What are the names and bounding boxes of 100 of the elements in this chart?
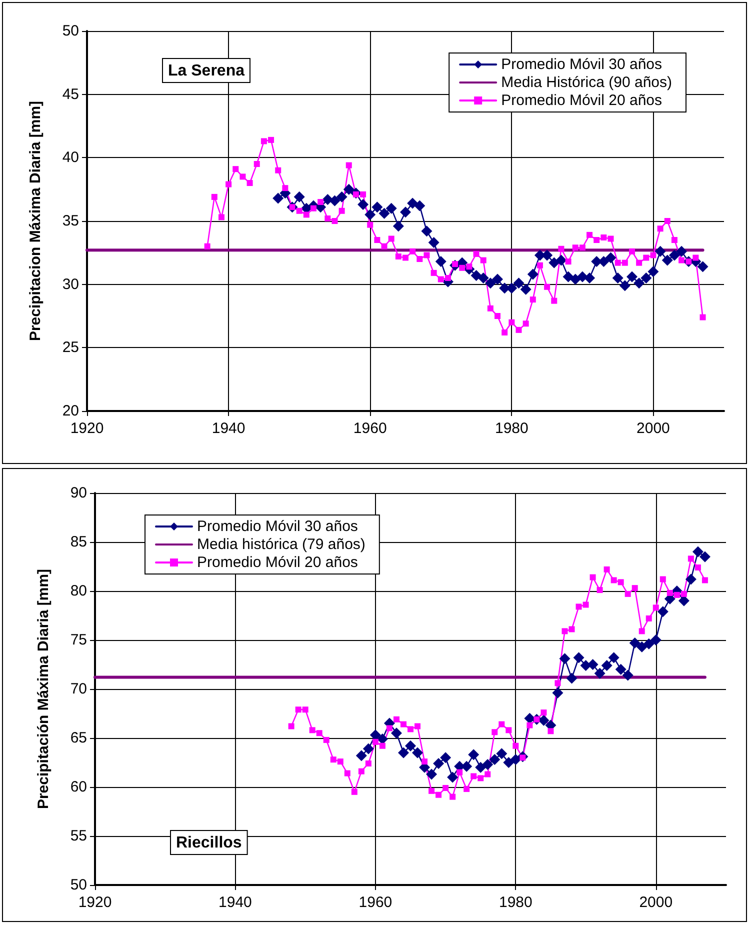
point — [638, 628, 645, 634]
point — [412, 747, 424, 758]
point — [510, 754, 522, 766]
point — [450, 794, 456, 800]
point — [428, 788, 435, 794]
y-tick-label: 50 — [62, 22, 79, 40]
point — [489, 754, 500, 766]
point — [426, 768, 438, 780]
point — [484, 771, 491, 778]
point — [694, 564, 701, 570]
point — [422, 758, 428, 765]
point — [587, 659, 598, 670]
point — [323, 736, 330, 743]
x-tick-label: 2000 — [636, 420, 670, 437]
point — [295, 706, 302, 713]
legend-label: Promedio Móvil 20 años — [197, 554, 358, 571]
point — [475, 762, 486, 773]
point — [576, 604, 582, 610]
point — [468, 749, 480, 760]
point — [666, 590, 673, 596]
point — [685, 574, 696, 585]
x-tick-label: 1920 — [78, 894, 112, 911]
point — [618, 579, 624, 586]
x-tick-label: 1920 — [70, 420, 104, 437]
point — [414, 723, 421, 730]
point — [337, 758, 344, 765]
legend-label: Promedio Móvil 30 años — [197, 518, 358, 535]
y-tick-label: 55 — [70, 828, 87, 844]
point — [390, 728, 402, 739]
point — [309, 727, 316, 734]
x-tick-label: 1960 — [353, 420, 387, 437]
legend-label: Promedio Móvil 20 años — [501, 92, 662, 109]
point — [559, 653, 570, 664]
point — [405, 740, 416, 752]
y-tick-label: 85 — [70, 534, 87, 550]
point — [503, 757, 514, 768]
annotation: Riecillos — [176, 834, 242, 852]
point — [573, 652, 584, 664]
point — [464, 786, 470, 792]
point — [358, 768, 364, 774]
x-tick-label: 1980 — [498, 894, 532, 911]
y-axis-title: Precipitación Máxima Diaria [mm] — [35, 568, 52, 810]
point — [356, 750, 367, 762]
point — [386, 725, 392, 732]
point — [436, 792, 442, 798]
x-tick-label: 1940 — [212, 420, 246, 437]
point — [692, 546, 704, 558]
y-tick-label: 60 — [70, 778, 87, 796]
point — [615, 664, 626, 675]
x-tick-label: 1960 — [358, 894, 392, 911]
point — [624, 590, 631, 597]
point — [365, 760, 372, 766]
point — [498, 721, 505, 728]
point — [506, 727, 512, 734]
x-tick-label: 1940 — [218, 894, 252, 911]
x-tick-label: 2000 — [639, 894, 673, 911]
point — [442, 784, 449, 791]
point — [554, 680, 561, 686]
y-axis-title: Precipitacion Máxima Diaria [mm] — [27, 100, 44, 342]
point — [526, 722, 533, 728]
legend-label: Media histórica (79 años) — [197, 536, 366, 553]
point — [330, 756, 336, 763]
point — [540, 710, 547, 716]
point — [660, 576, 666, 582]
point — [643, 638, 654, 650]
point — [674, 592, 680, 598]
point — [478, 775, 484, 782]
point — [622, 670, 634, 681]
point — [316, 730, 322, 736]
point — [582, 602, 589, 608]
y-tick-label: 80 — [70, 582, 87, 600]
y-tick-label: 65 — [70, 730, 87, 746]
point — [601, 660, 612, 671]
point — [652, 604, 659, 611]
legend-label: Promedio Móvil 30 años — [501, 56, 662, 73]
y-tick-label: 25 — [62, 339, 79, 356]
point — [632, 585, 638, 592]
point — [688, 556, 694, 562]
y-tick-label: 45 — [62, 86, 79, 103]
point — [604, 566, 610, 572]
point — [372, 738, 378, 745]
point — [440, 752, 452, 764]
point — [496, 748, 508, 760]
point — [568, 626, 575, 632]
point — [548, 728, 554, 734]
y-tick-label: 50 — [70, 876, 87, 894]
annotation: La Serena — [168, 62, 245, 80]
y-tick-label: 70 — [70, 680, 87, 698]
point — [344, 770, 350, 776]
point — [702, 577, 708, 584]
point — [699, 551, 710, 562]
point — [657, 606, 668, 618]
point — [393, 716, 400, 722]
y-tick-label: 40 — [62, 149, 79, 166]
point — [288, 723, 294, 730]
point — [594, 668, 606, 679]
point — [433, 758, 444, 769]
point — [492, 729, 498, 736]
y-tick-label: 90 — [70, 484, 87, 502]
point — [408, 726, 414, 732]
